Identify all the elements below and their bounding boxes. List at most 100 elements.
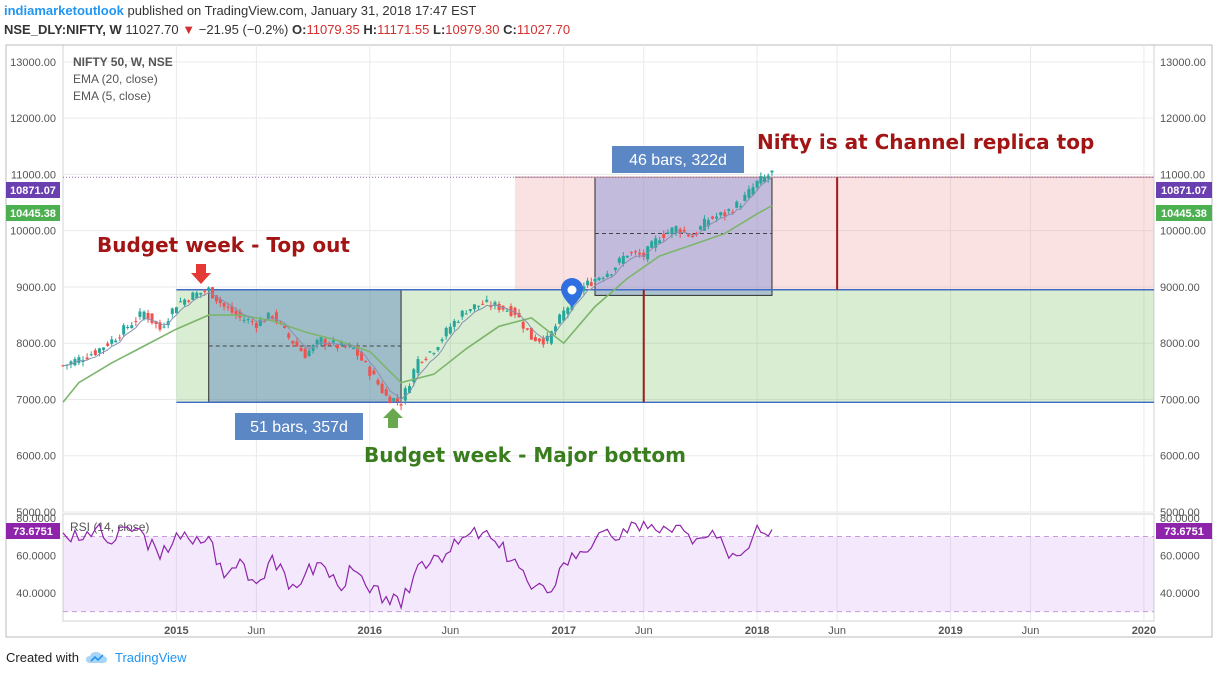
x-tick-label: 2019	[938, 625, 962, 637]
candle-body	[61, 365, 65, 367]
candle-body	[106, 343, 110, 346]
candle-body	[392, 398, 396, 401]
open-value: 11079.35	[306, 22, 360, 37]
x-tick-label: Jun	[1022, 625, 1040, 637]
candle-body	[562, 310, 566, 321]
candle-body	[601, 277, 605, 279]
candle-body	[558, 314, 562, 324]
candle-body	[605, 273, 609, 277]
legend-entry: EMA (20, close)	[73, 72, 158, 86]
candle-body	[715, 216, 719, 219]
y-tick-label-right: 5000.00	[1160, 507, 1200, 519]
candle-body	[412, 369, 416, 383]
y-tick-label-left: 12000.00	[10, 113, 56, 125]
candle-body	[658, 240, 662, 244]
price-label-left: 10445.38	[10, 208, 56, 220]
candle-body	[376, 379, 380, 385]
candle-body	[617, 258, 621, 263]
y-tick-label-right: 7000.00	[1160, 394, 1200, 406]
range-2-label-bg	[612, 146, 744, 173]
candle-body	[388, 396, 392, 404]
candle-body	[343, 346, 347, 348]
high-value: 11171.55	[377, 22, 430, 37]
candle-body	[702, 218, 706, 231]
candle-body	[517, 312, 521, 318]
candle-body	[207, 287, 211, 291]
legend: NIFTY 50, W, NSE EMA (20, close) EMA (5, c…	[73, 55, 173, 103]
candle-body	[162, 326, 166, 328]
candle-body	[460, 310, 464, 317]
y-tick-label-right: 11000.00	[1160, 169, 1205, 181]
rsi-tick-label-right: 80.0000	[1160, 513, 1200, 525]
axes: 13000.00 13000.00 12000.00 12000.00 11000.00…	[6, 57, 1212, 637]
candle-body	[694, 233, 698, 235]
high-label: H:	[363, 22, 378, 37]
candle-body	[335, 344, 339, 349]
close-label: C:	[503, 22, 517, 37]
candle-body	[448, 326, 452, 334]
low-value: 10979.30	[445, 22, 500, 37]
candle-body	[183, 299, 187, 305]
candle-body	[114, 340, 118, 343]
rsi-pane: RSI (14, close)	[63, 520, 1154, 613]
rsi-line	[62, 520, 773, 611]
candle-body	[258, 319, 262, 326]
candle-body	[428, 351, 432, 353]
candle-body	[408, 386, 412, 394]
tradingview-link[interactable]: TradingView	[114, 650, 187, 665]
header-line-1: indiamarketoutlook published on TradingV…	[4, 3, 476, 18]
candle-body	[625, 255, 629, 258]
candle-body	[77, 357, 81, 363]
candle-body	[621, 256, 625, 265]
y-tick-label-left: 11000.00	[11, 169, 56, 181]
candle-body	[211, 287, 215, 299]
candle-body	[424, 358, 428, 360]
x-tick-label: Jun	[828, 625, 846, 637]
candle-body	[759, 176, 763, 184]
y-tick-label-left: 6000.00	[16, 451, 56, 463]
tradingview-cloud-icon	[85, 651, 107, 663]
candle-body	[323, 338, 327, 346]
candle-body	[360, 352, 364, 361]
candle-body	[203, 290, 207, 292]
y-tick-label-right: 6000.00	[1160, 451, 1200, 463]
blue-range-2	[594, 176, 773, 296]
candle-body	[751, 187, 755, 195]
candle-body	[118, 337, 122, 339]
rsi-last-label-left-bg	[6, 523, 60, 539]
candle-body	[444, 327, 448, 337]
brand-link[interactable]: indiamarketoutlook	[4, 3, 124, 18]
candle-body	[770, 170, 774, 173]
rsi-tick-label-left: 40.0000	[16, 588, 56, 600]
candle-body	[549, 331, 553, 344]
candle-body	[295, 341, 299, 347]
footer: Created with TradingView	[6, 650, 187, 665]
y-tick-label-right: 12000.00	[1160, 113, 1206, 125]
candle-body	[485, 299, 489, 302]
x-tick-label: Jun	[635, 625, 653, 637]
low-label: L:	[433, 22, 446, 37]
candle-body	[477, 305, 481, 307]
candle-body	[481, 303, 485, 305]
candle-body	[364, 361, 368, 363]
legend-entry: EMA (5, close)	[73, 89, 151, 103]
candle-body	[456, 321, 460, 323]
candle-body	[311, 345, 315, 351]
candle-body	[226, 306, 230, 308]
candle-body	[432, 353, 436, 355]
candle-body	[545, 335, 549, 342]
candle-body	[246, 319, 250, 321]
candle-body	[582, 286, 586, 292]
candle-body	[274, 312, 278, 323]
candle-body	[283, 325, 287, 328]
candle-body	[142, 311, 146, 319]
candle-body	[150, 313, 154, 324]
annotation-top-out: Budget week - Top out	[97, 233, 350, 257]
rsi-tick-label-right: 60.0000	[1160, 550, 1200, 562]
candle-body	[650, 241, 654, 248]
x-tick-label: 2018	[745, 625, 769, 637]
candle-body	[372, 370, 376, 375]
y-tick-label-right: 10000.00	[1160, 226, 1206, 238]
y-tick-label-left: 13000.00	[10, 57, 56, 69]
